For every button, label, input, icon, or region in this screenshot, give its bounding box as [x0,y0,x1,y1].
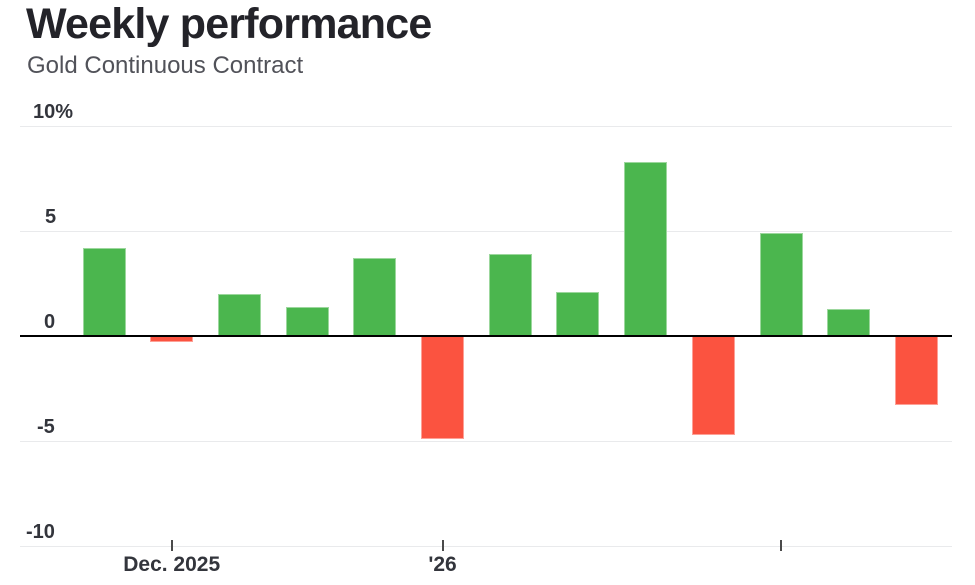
gridline--5 [20,441,952,442]
chart-subtitle: Gold Continuous Contract [27,52,304,79]
x-axis-tick [170,540,173,551]
y-axis-label-0: 0 [44,311,56,333]
gridline--10 [20,546,952,547]
bar-week-7-positive [488,254,532,336]
bar-week-9-positive [624,161,668,336]
zero-axis-line [20,335,952,337]
gridline-5 [20,231,952,232]
bar-week-10-negative [691,336,735,435]
y-axis-label-5: 5 [45,206,57,228]
bar-week-8-positive [556,291,600,336]
bar-week-12-positive [827,308,871,336]
bar-week-3-positive [217,294,261,336]
bar-week-6-negative [421,336,464,439]
bar-week-1-positive [82,247,126,336]
y-axis-label-10%: 10% [33,101,74,123]
chart-title: Weekly performance [26,0,432,48]
bar-week-13-negative [894,336,938,406]
x-axis-label: Dec. 2025 [123,553,221,576]
x-axis-label: '26 [428,553,457,576]
x-axis-tick [441,540,444,551]
bar-week-5-positive [353,258,397,336]
gridline-10 [20,126,952,127]
y-axis-label--10: -10 [26,521,55,543]
x-axis-tick [780,540,782,551]
bar-week-11-positive [759,233,803,336]
bar-week-4-positive [285,306,329,336]
y-axis-label--5: -5 [37,416,55,438]
